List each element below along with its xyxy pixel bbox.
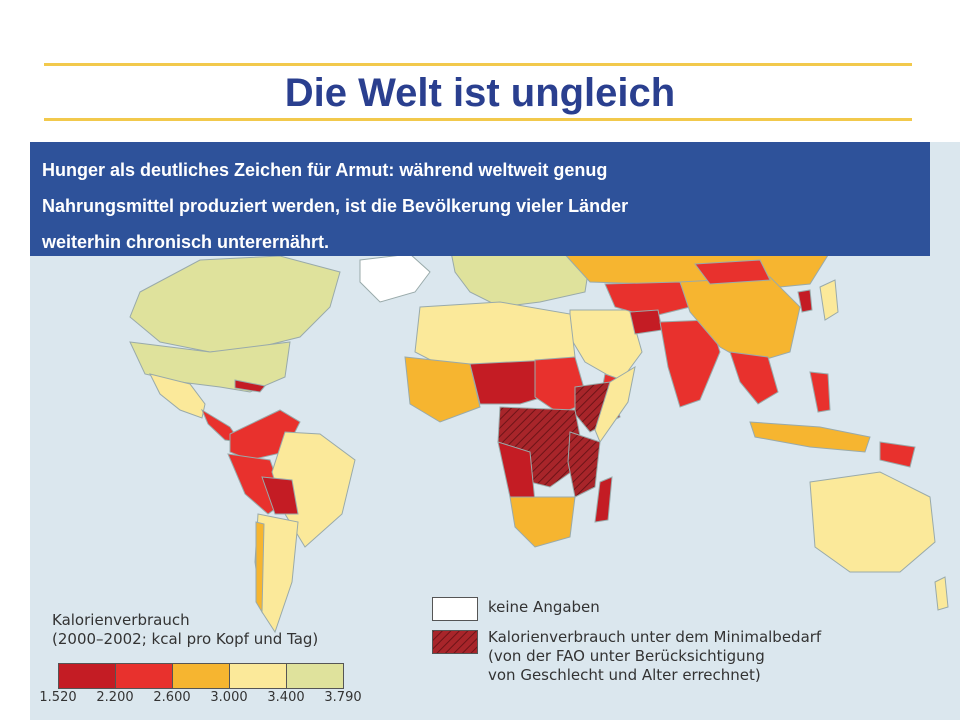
below-minimum-label: Kalorienverbrauch unter dem Minimalbedar… <box>488 628 821 685</box>
legend-tick-label: 1.520 <box>39 690 77 705</box>
new-zealand <box>934 576 949 611</box>
legend-color-scale <box>58 663 344 689</box>
legend-swatch <box>230 664 287 688</box>
mongolia <box>694 259 771 285</box>
below-minimum-line: von Geschlecht und Alter errechnet) <box>488 666 761 684</box>
bolivia-paraguay <box>261 476 299 515</box>
southeast-asia <box>729 351 779 405</box>
japan <box>819 279 839 321</box>
legend-swatch <box>173 664 230 688</box>
legend-tick-label: 3.790 <box>324 690 362 705</box>
legend-swatch <box>287 664 343 688</box>
caption-line: weiterhin chronisch unterernährt. <box>42 232 330 252</box>
china <box>679 276 801 365</box>
legend-title: Kalorienverbrauch (2000–2002; kcal pro K… <box>52 611 318 649</box>
page-title: Die Welt ist ungleich <box>284 71 676 115</box>
legend-swatch <box>116 664 173 688</box>
no-data-label: keine Angaben <box>488 598 600 617</box>
legend-tick-label: 2.200 <box>96 690 134 705</box>
chile-strip <box>255 521 265 614</box>
afghanistan <box>629 309 663 335</box>
caption-line: Hunger als deutliches Zeichen für Armut:… <box>42 160 608 180</box>
legend-title-line: Kalorienverbrauch <box>52 611 190 629</box>
greenland <box>359 253 431 303</box>
title-rule-top <box>44 63 912 66</box>
caption-box: Hunger als deutliches Zeichen für Armut:… <box>30 142 930 256</box>
no-data-swatch <box>432 597 478 621</box>
philippines <box>809 371 831 413</box>
east-africa <box>567 431 601 498</box>
somalia <box>594 365 636 444</box>
madagascar <box>594 476 613 523</box>
below-minimum-line: (von der FAO unter Berücksichtigung <box>488 647 765 665</box>
west-africa <box>404 356 481 423</box>
canada <box>129 255 341 353</box>
indonesia <box>749 421 871 453</box>
papua <box>879 441 916 468</box>
korea <box>797 289 813 313</box>
caption-line: Nahrungsmittel produziert werden, ist di… <box>42 196 629 216</box>
hatch-swatch-svg <box>433 631 477 653</box>
world-map-svg <box>129 237 949 634</box>
legend-title-line: (2000–2002; kcal pro Kopf und Tag) <box>52 630 319 648</box>
southern-africa <box>509 496 576 548</box>
legend-tick-label: 2.600 <box>153 690 191 705</box>
legend-tick-label: 3.400 <box>267 690 305 705</box>
legend-swatch <box>59 664 116 688</box>
central-asia <box>604 281 691 318</box>
australia <box>809 471 936 573</box>
no-data-label-text: keine Angaben <box>488 598 600 616</box>
caribbean <box>234 379 266 393</box>
argentina-chile <box>254 513 299 634</box>
legend-ticks: 1.520 2.200 2.600 3.000 3.400 3.790 <box>0 690 960 710</box>
below-minimum-line: Kalorienverbrauch unter dem Minimalbedar… <box>488 628 822 646</box>
legend-tick-label: 3.000 <box>210 690 248 705</box>
below-minimum-swatch <box>432 630 478 654</box>
title-rule-bottom <box>44 118 912 121</box>
mexico <box>149 373 206 419</box>
